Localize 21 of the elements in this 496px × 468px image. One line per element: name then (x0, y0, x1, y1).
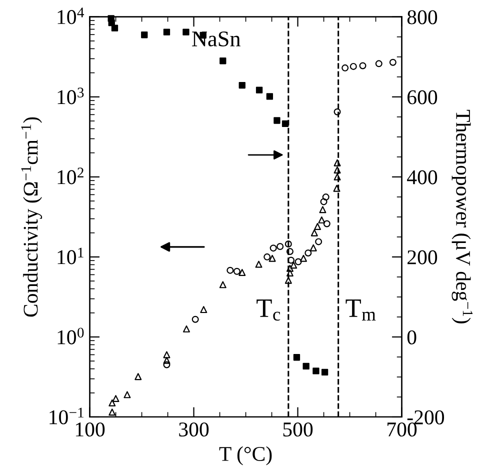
y2-tick-label: 800 (407, 10, 438, 24)
y2-tick-label: 200 (408, 250, 438, 264)
x-tick-label: 100 (76, 422, 105, 437)
y-tick-label: 10$^{4}$ (58, 8, 84, 24)
ref-line-label: T$_{c}$ (256, 300, 280, 321)
y-tick-label: 10$^{1}$ (58, 248, 84, 264)
y-tick-label: 10$^{3}$ (58, 88, 84, 104)
x-axis-title: T (°C) (219, 446, 272, 466)
y2-tick-label: -200 (407, 410, 444, 424)
y-tick-label: 10$^{2}$ (58, 168, 84, 184)
y-tick-label: 10$^{0}$ (58, 328, 84, 344)
y2-tick-label: 0 (407, 330, 416, 344)
x-tick-label: 500 (283, 422, 313, 437)
x-tick-label: 300 (179, 422, 209, 437)
y2-axis-title: Thermopower (μV deg$^{−1}$) (452, 110, 473, 324)
y-axis-title: Conductivity (Ω$^{−1}$cm$^{−1}$) (21, 117, 42, 317)
annotation: NaSn (192, 31, 240, 46)
ref-line-label: T$_{m}$ (346, 300, 376, 320)
x-tick-label: 700 (388, 422, 417, 437)
y2-tick-label: 400 (407, 170, 438, 184)
y2-tick-label: 600 (408, 90, 438, 104)
